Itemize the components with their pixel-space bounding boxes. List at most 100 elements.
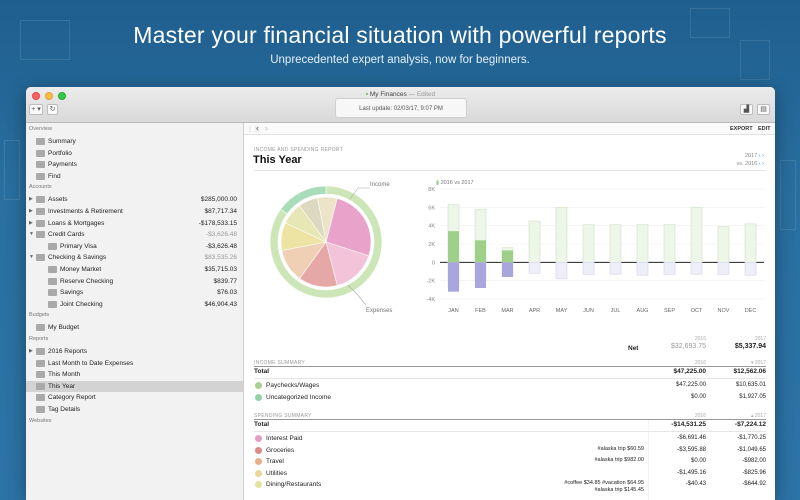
period-prev-icon[interactable]: ‹	[758, 153, 761, 159]
summary-row[interactable]: Dining/Restaurants #coffee $34.85 #vacati…	[244, 480, 775, 493]
export-button[interactable]: EXPORT	[730, 126, 753, 132]
sidebar-account-item[interactable]: ▶ Loans & Mortgages -$178,533.15	[26, 218, 243, 229]
chart-view-button[interactable]: ▟	[740, 104, 753, 115]
compare-prev-icon[interactable]: ‹	[758, 161, 761, 167]
pie-expense-slice[interactable]	[317, 196, 338, 243]
summary-row[interactable]: Uncategorized Income $0.00 $1,927.05	[244, 393, 775, 404]
sidebar-report-item[interactable]: ▶ 2016 Reports	[26, 346, 243, 357]
compare-next-icon[interactable]: ›	[762, 161, 764, 167]
column-year-2017[interactable]: ▴ 2017	[750, 413, 766, 419]
portfolio-icon	[36, 149, 45, 157]
sidebar-item-label: My Budget	[48, 324, 80, 332]
disclosure-right-icon[interactable]: ▶	[29, 196, 33, 203]
sidebar-report-item[interactable]: This Month	[26, 369, 243, 380]
sidebar-account-item[interactable]: Joint Checking $46,904.43	[26, 299, 243, 310]
bar-income-2016[interactable]	[636, 224, 649, 263]
add-button[interactable]: + ▾	[29, 104, 43, 115]
column-year-2017[interactable]: ▾ 2017	[750, 360, 766, 366]
sidebar-report-item[interactable]: Last Month to Date Expenses	[26, 358, 243, 369]
summary-row[interactable]: Paychecks/Wages $47,225.00 $10,635.01	[244, 381, 775, 392]
disclosure-right-icon[interactable]: ▶	[29, 219, 33, 226]
bar-income-2016[interactable]	[528, 220, 541, 263]
drag-handle-icon: ⋮⋮	[247, 127, 259, 133]
disclosure-down-icon[interactable]: ▼	[29, 254, 34, 261]
bar-income-2016[interactable]	[717, 226, 730, 263]
income-expenses-pie-chart[interactable]	[270, 186, 382, 298]
bar-spending-2016[interactable]	[663, 262, 676, 275]
report-icon	[36, 394, 45, 402]
sidebar-item-portfolio[interactable]: Portfolio	[26, 148, 243, 159]
bar-spending-2016[interactable]	[609, 262, 622, 275]
summary-row[interactable]: Interest Paid -$6,691.46 -$1,770.25	[244, 434, 775, 445]
bar-income-2016[interactable]	[690, 207, 703, 263]
period-year[interactable]: 2017 ‹ ›	[745, 153, 764, 159]
sidebar-account-item[interactable]: Savings $76.03	[26, 287, 243, 298]
bar-spending-2017[interactable]	[475, 262, 486, 288]
summary-row[interactable]: Utilities -$1,495.16 -$825.96	[244, 469, 775, 480]
bar-spending-2016[interactable]	[528, 262, 541, 274]
income-spending-bar-chart[interactable]: 8K 6K 4K 2K 0 -2K -4K JAN FEB MAR APR MAY JUN JUL AUG S…	[422, 179, 767, 319]
sidebar-report-item[interactable]: This Year	[26, 380, 243, 392]
bar-income-2016[interactable]	[609, 224, 622, 263]
bar-spending-2016[interactable]	[582, 262, 595, 275]
folder-icon	[36, 208, 45, 215]
bar-income-2017[interactable]	[502, 250, 513, 263]
bar-spending-2017[interactable]	[502, 262, 513, 277]
bar-income-2017[interactable]	[475, 240, 486, 263]
account-balance: -$178,533.15	[198, 219, 237, 227]
bar-income-2016[interactable]	[555, 207, 568, 263]
refresh-icon: ↻	[49, 106, 56, 113]
account-balance: $839.77	[213, 277, 238, 285]
category-label: Interest Paid	[266, 435, 303, 442]
bar-spending-2016[interactable]	[744, 262, 757, 276]
sidebar-account-item[interactable]: Money Market $35,715.03	[26, 264, 243, 275]
summary-icon	[36, 138, 45, 145]
bar-spending-2017[interactable]	[448, 262, 459, 292]
pie-income-ring-slice[interactable]	[280, 186, 327, 215]
bar-income-2016[interactable]	[744, 223, 757, 263]
sidebar-item-label: Assets	[48, 196, 68, 204]
bar-spending-2016[interactable]	[690, 262, 703, 275]
minimize-button[interactable]	[45, 92, 53, 100]
sidebar-report-item[interactable]: Tag Details	[26, 404, 243, 415]
summary-row[interactable]: Groceries #alaska trip $60.59 -$3,595.88 -$…	[244, 446, 775, 457]
disclosure-down-icon[interactable]: ▼	[29, 231, 34, 238]
sidebar-item-summary[interactable]: Summary	[26, 136, 243, 147]
sidebar-account-item[interactable]: ▶ Assets $285,000.00	[26, 194, 243, 205]
bar-spending-2016[interactable]	[717, 262, 730, 275]
disclosure-right-icon[interactable]: ▶	[29, 208, 33, 214]
refresh-button[interactable]: ↻	[47, 104, 58, 115]
sidebar-account-item[interactable]: ▼ Checking & Savings $83,535.26	[26, 252, 243, 263]
folder-icon	[36, 196, 45, 204]
title-bar: ▪ My Finances — Edited + ▾ ↻ Last update…	[26, 87, 775, 123]
disclosure-right-icon[interactable]: ▶	[29, 348, 33, 354]
bar-income-2016[interactable]	[663, 224, 676, 263]
bar-chart-icon: ▟	[743, 106, 750, 113]
period-next-icon[interactable]: ›	[762, 153, 764, 159]
legend-icon: ▮	[436, 180, 440, 186]
zoom-button[interactable]	[58, 92, 66, 100]
sidebar-account-item[interactable]: ▼ Credit Cards -$3,626.48	[26, 229, 243, 240]
sidebar-item-label: Loans & Mortgages	[48, 219, 105, 227]
edit-button[interactable]: EDIT	[758, 126, 771, 132]
bar-income-2017[interactable]	[448, 231, 459, 263]
sidebar-item-payments[interactable]: Payments	[26, 159, 243, 170]
sidebar-account-item[interactable]: Primary Visa -$3,626.48	[26, 241, 243, 252]
sidebar-account-item[interactable]: ▶ Investments & Retirement $87,717.34	[26, 206, 243, 217]
bar-spending-2016[interactable]	[636, 262, 649, 276]
close-button[interactable]	[32, 92, 40, 100]
bar-income-2016[interactable]	[582, 224, 595, 263]
sidebar-toggle-button[interactable]: ▤	[757, 104, 770, 115]
summary-row[interactable]: Travel #alaska trip $982.00 $0.00 -$982.00	[244, 457, 775, 468]
period-compare[interactable]: vs. 2016 ‹ ›	[736, 161, 764, 167]
forward-arrow-icon[interactable]: ›	[265, 123, 268, 133]
sidebar-report-item[interactable]: Category Report	[26, 392, 243, 403]
x-tick-label: FEB	[475, 308, 486, 314]
sidebar-account-item[interactable]: Reserve Checking $839.77	[26, 276, 243, 287]
sidebar-item-find[interactable]: Find	[26, 171, 243, 182]
sidebar-item-my-budget[interactable]: My Budget	[26, 322, 243, 333]
bar-spending-2016[interactable]	[555, 262, 568, 280]
back-arrow-icon[interactable]: ‹	[256, 123, 259, 133]
pie-leader-lines	[347, 187, 370, 306]
document-icon: ▪	[365, 91, 369, 98]
